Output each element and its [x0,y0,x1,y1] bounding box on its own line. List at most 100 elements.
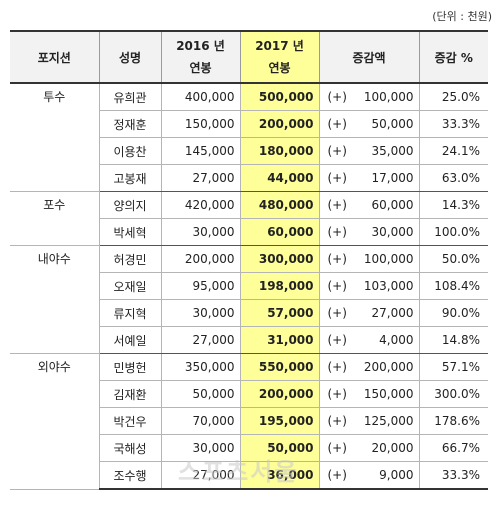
salary-2016-cell: 150,000 [160,110,241,138]
salary-2017-cell: 60,000 [239,218,320,246]
name-cell: 박건우 [98,407,162,435]
increase-amount: 9,000 [379,468,414,482]
salary-2017-cell: 180,000 [239,137,320,165]
name-cell: 오재일 [98,272,162,300]
table-row: 정재훈 150,000 200,000 (+) 50,000 33.3% [10,110,488,138]
name-cell: 고봉재 [98,164,162,192]
table-row: 이용찬 145,000 180,000 (+) 35,000 24.1% [10,137,488,165]
name-cell: 김재환 [98,380,162,408]
increase-amount: 50,000 [371,117,414,131]
rate-cell: 90.0% [418,299,488,327]
increase-cell: (+) 20,000 [318,434,420,462]
increase-sign: (+) [327,441,347,455]
increase-cell: (+) 30,000 [318,218,420,246]
rate-cell: 63.0% [418,164,488,192]
increase-sign: (+) [327,468,347,482]
increase-amount: 60,000 [371,198,414,212]
name-cell: 조수행 [98,461,162,490]
rate-cell: 14.3% [418,191,488,219]
table-row: 서예일 27,000 31,000 (+) 4,000 14.8% [10,326,488,354]
salary-2017-cell: 500,000 [239,82,320,111]
salary-2017-cell: 300,000 [239,245,320,273]
salary-2016-cell: 70,000 [160,407,241,435]
increase-amount: 30,000 [371,225,414,239]
rate-cell: 100.0% [418,218,488,246]
name-cell: 박세혁 [98,218,162,246]
salary-2016-cell: 30,000 [160,218,241,246]
increase-amount: 200,000 [363,360,414,374]
name-cell: 정재훈 [98,110,162,138]
salary-2016-cell: 400,000 [160,82,241,111]
salary-2017-cell: 31,000 [239,326,320,354]
increase-cell: (+) 50,000 [318,110,420,138]
table-row: 국해성 30,000 50,000 (+) 20,000 66.7% [10,434,488,462]
name-cell: 국해성 [98,434,162,462]
rate-cell: 66.7% [418,434,488,462]
increase-cell: (+) 100,000 [318,82,420,111]
increase-sign: (+) [327,225,347,239]
table-row: 내야수 허경민 200,000 300,000 (+) 100,000 50.0% [10,245,488,354]
rate-cell: 24.1% [418,137,488,165]
table-row: 외야수 민병헌 350,000 550,000 (+) 200,000 57.1% [10,353,488,490]
increase-sign: (+) [327,117,347,131]
name-cell: 민병헌 [98,353,162,381]
increase-sign: (+) [327,387,347,401]
rate-cell: 33.3% [418,110,488,138]
increase-sign: (+) [327,171,347,185]
position-cell: 내야수 [10,245,100,354]
position-cell: 투수 [10,82,100,192]
salary-table: 포지션 성명 2016 년 연봉 2017 년 연봉 증감액 증감 % 투수 유희… [10,30,488,490]
rate-cell: 25.0% [418,82,488,111]
increase-amount: 125,000 [363,414,414,428]
header-row: 포지션 성명 2016 년 연봉 2017 년 연봉 증감액 증감 % [10,30,488,84]
unit-note: (단위 : 천원) [432,10,492,23]
header-2016-line1: 2016 년 [176,39,225,53]
rate-cell: 57.1% [418,353,488,381]
rate-cell: 108.4% [418,272,488,300]
salary-2016-cell: 145,000 [160,137,241,165]
salary-2016-cell: 420,000 [160,191,241,219]
increase-cell: (+) 9,000 [318,461,420,490]
salary-2017-cell: 36,000 [239,461,320,490]
table-row: 박건우 70,000 195,000 (+) 125,000 178.6% [10,407,488,435]
header-2017-line2: 연봉 [268,61,291,75]
increase-sign: (+) [327,252,347,266]
salary-2017-cell: 195,000 [239,407,320,435]
increase-amount: 4,000 [379,333,414,347]
header-name: 성명 [98,30,162,84]
salary-2016-cell: 350,000 [160,353,241,381]
increase-sign: (+) [327,279,347,293]
increase-amount: 35,000 [371,144,414,158]
name-cell: 양의지 [98,191,162,219]
salary-2017-cell: 200,000 [239,110,320,138]
increase-amount: 103,000 [363,279,414,293]
increase-cell: (+) 103,000 [318,272,420,300]
name-cell: 이용찬 [98,137,162,165]
rate-cell: 33.3% [418,461,488,490]
salary-2016-cell: 27,000 [160,164,241,192]
salary-2016-cell: 27,000 [160,326,241,354]
table-row: 오재일 95,000 198,000 (+) 103,000 108.4% [10,272,488,300]
table-row: 박세혁 30,000 60,000 (+) 30,000 100.0% [10,218,488,246]
name-cell: 유희관 [98,82,162,111]
header-2016-salary: 2016 년 연봉 [160,30,241,84]
position-cell: 포수 [10,191,100,246]
table-row: 포수 양의지 420,000 480,000 (+) 60,000 14.3% [10,191,488,246]
salary-2017-cell: 57,000 [239,299,320,327]
salary-2016-cell: 50,000 [160,380,241,408]
salary-2017-cell: 50,000 [239,434,320,462]
salary-2017-cell: 550,000 [239,353,320,381]
increase-cell: (+) 60,000 [318,191,420,219]
watermark-logo: 스포츠서울 [178,458,299,486]
increase-amount: 100,000 [363,252,414,266]
name-cell: 류지혁 [98,299,162,327]
increase-cell: (+) 125,000 [318,407,420,435]
rate-cell: 300.0% [418,380,488,408]
increase-cell: (+) 17,000 [318,164,420,192]
header-2017-salary: 2017 년 연봉 [239,30,320,84]
increase-cell: (+) 27,000 [318,299,420,327]
salary-2017-cell: 480,000 [239,191,320,219]
salary-2016-cell: 200,000 [160,245,241,273]
header-increase: 증감액 [318,30,420,84]
header-2017-line1: 2017 년 [255,39,304,53]
